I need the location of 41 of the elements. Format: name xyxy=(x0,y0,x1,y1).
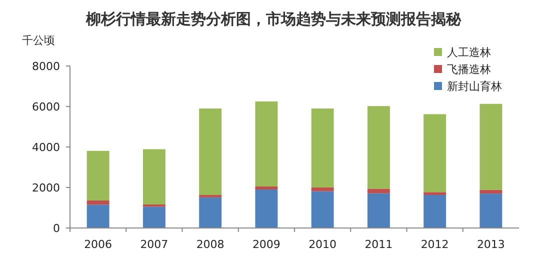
bar xyxy=(86,200,110,205)
bar xyxy=(424,194,446,228)
bar xyxy=(142,206,166,228)
bar xyxy=(367,188,390,194)
bar xyxy=(480,190,502,194)
bar xyxy=(255,101,278,186)
legend-label: 飞播造林 xyxy=(447,62,491,76)
bar xyxy=(199,197,222,228)
bar xyxy=(311,108,334,188)
x-tick-label: 2008 xyxy=(196,238,224,251)
bar xyxy=(199,108,222,195)
y-axis-title: 千公顷 xyxy=(22,34,55,47)
bar xyxy=(480,194,502,228)
bar xyxy=(367,106,390,189)
y-tick-label: 2000 xyxy=(32,181,60,194)
y-tick-label: 4000 xyxy=(32,140,60,154)
bar xyxy=(311,191,334,228)
legend-label: 新封山育林 xyxy=(447,80,502,93)
chart-title: 柳杉行情最新走势分析图，市场趋势与未来预测报告揭秘 xyxy=(85,10,462,28)
legend-label: 人工造林 xyxy=(447,46,491,59)
bar xyxy=(424,192,446,195)
x-tick-label: 2013 xyxy=(476,238,505,251)
y-tick-label: 0 xyxy=(53,222,60,235)
x-tick-label: 2012 xyxy=(420,238,449,251)
x-tick-label: 2010 xyxy=(308,238,337,251)
bar xyxy=(255,186,278,190)
bar xyxy=(424,114,446,192)
bar xyxy=(86,204,110,228)
bar xyxy=(367,193,390,228)
bar xyxy=(199,194,222,198)
bar xyxy=(480,104,502,190)
bar xyxy=(86,150,110,200)
bar xyxy=(311,188,334,192)
y-tick-label: 8000 xyxy=(32,60,60,73)
bar xyxy=(142,149,166,205)
x-tick-label: 2006 xyxy=(84,238,112,251)
y-tick-label: 6000 xyxy=(32,100,60,114)
x-tick-label: 2009 xyxy=(252,238,280,251)
x-tick-label: 2011 xyxy=(364,238,393,251)
bar xyxy=(255,190,278,228)
x-tick-label: 2007 xyxy=(140,238,168,251)
